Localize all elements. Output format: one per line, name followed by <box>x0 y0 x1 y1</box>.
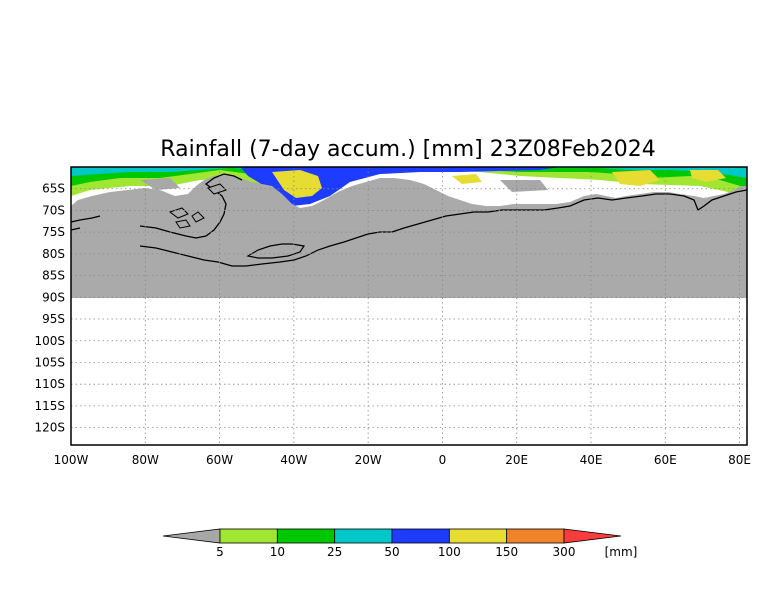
lon-tick-label: 0 <box>439 453 447 467</box>
ice-shelf-inner-outline <box>246 243 306 259</box>
legend-color-box <box>506 528 565 544</box>
ice-shelf-outline <box>139 231 392 267</box>
legend-color-boxes <box>219 528 565 544</box>
legend-low-arrow <box>162 528 221 544</box>
lat-tick-label: 105S <box>34 355 65 369</box>
lon-tick-label: 20W <box>355 453 382 467</box>
rain-band-4 <box>272 170 322 198</box>
rain-band-2 <box>71 167 747 178</box>
lat-tick-label: 110S <box>34 377 65 391</box>
legend-color-box <box>448 528 508 544</box>
legend-label: 300 <box>553 545 576 559</box>
rain-band-5 <box>612 170 660 186</box>
antarctica-land <box>71 174 747 298</box>
rain-band-6 <box>452 174 482 184</box>
lat-tick-label: 80S <box>42 247 65 261</box>
legend-label: 5 <box>216 545 224 559</box>
coastline <box>70 173 748 239</box>
longitude-tick-labels: 100W 80W 60W 40W 20W 0 20E 40E 60E 80E <box>54 453 751 467</box>
legend-label: 150 <box>495 545 518 559</box>
rain-band-1 <box>71 167 747 188</box>
rain-band-7 <box>690 170 726 182</box>
legend-color-box <box>276 528 336 544</box>
legend-label: 100 <box>438 545 461 559</box>
latitude-gridlines <box>71 188 747 429</box>
lon-tick-label: 100W <box>54 453 89 467</box>
map-title: Rainfall (7-day accum.) [mm] 23Z08Feb202… <box>160 137 655 162</box>
legend-label: 10 <box>270 545 285 559</box>
lon-tick-label: 80W <box>132 453 159 467</box>
legend-label: 50 <box>384 545 399 559</box>
legend-color-box <box>334 528 393 544</box>
lon-tick-label: 80E <box>728 453 751 467</box>
rainfall-field <box>71 167 747 206</box>
legend-label: 25 <box>327 545 342 559</box>
lat-tick-label: 85S <box>42 269 65 283</box>
lat-tick-label: 90S <box>42 290 65 304</box>
legend-unit: [mm] <box>605 545 638 559</box>
legend-color-box <box>219 528 278 544</box>
legend-labels: 5 10 25 50 100 150 300 <box>216 545 575 559</box>
rain-band-0 <box>71 167 747 196</box>
lat-tick-label: 95S <box>42 312 65 326</box>
lon-tick-label: 60W <box>206 453 233 467</box>
latitude-tick-labels: 65S 70S 75S 80S 85S 90S 95S 100S 105S 110S 115S 120… <box>34 182 65 435</box>
rain-band-8 <box>140 178 180 190</box>
legend-color-box <box>391 528 450 544</box>
lon-tick-label: 60E <box>654 453 677 467</box>
legend-high-arrow <box>563 528 622 544</box>
lat-tick-label: 100S <box>34 334 65 348</box>
map-area <box>70 166 748 446</box>
rain-band-3 <box>240 167 560 206</box>
lat-tick-label: 120S <box>34 421 65 435</box>
lat-tick-label: 115S <box>34 399 65 413</box>
color-legend: 5 10 25 50 100 150 300 [mm] <box>162 528 638 559</box>
map-frame <box>70 166 748 446</box>
lon-tick-label: 20E <box>505 453 528 467</box>
lon-tick-label: 40E <box>580 453 603 467</box>
lat-tick-label: 75S <box>42 225 65 239</box>
lat-tick-label: 65S <box>42 182 65 196</box>
lat-tick-label: 70S <box>42 203 65 217</box>
lon-tick-label: 40W <box>280 453 307 467</box>
